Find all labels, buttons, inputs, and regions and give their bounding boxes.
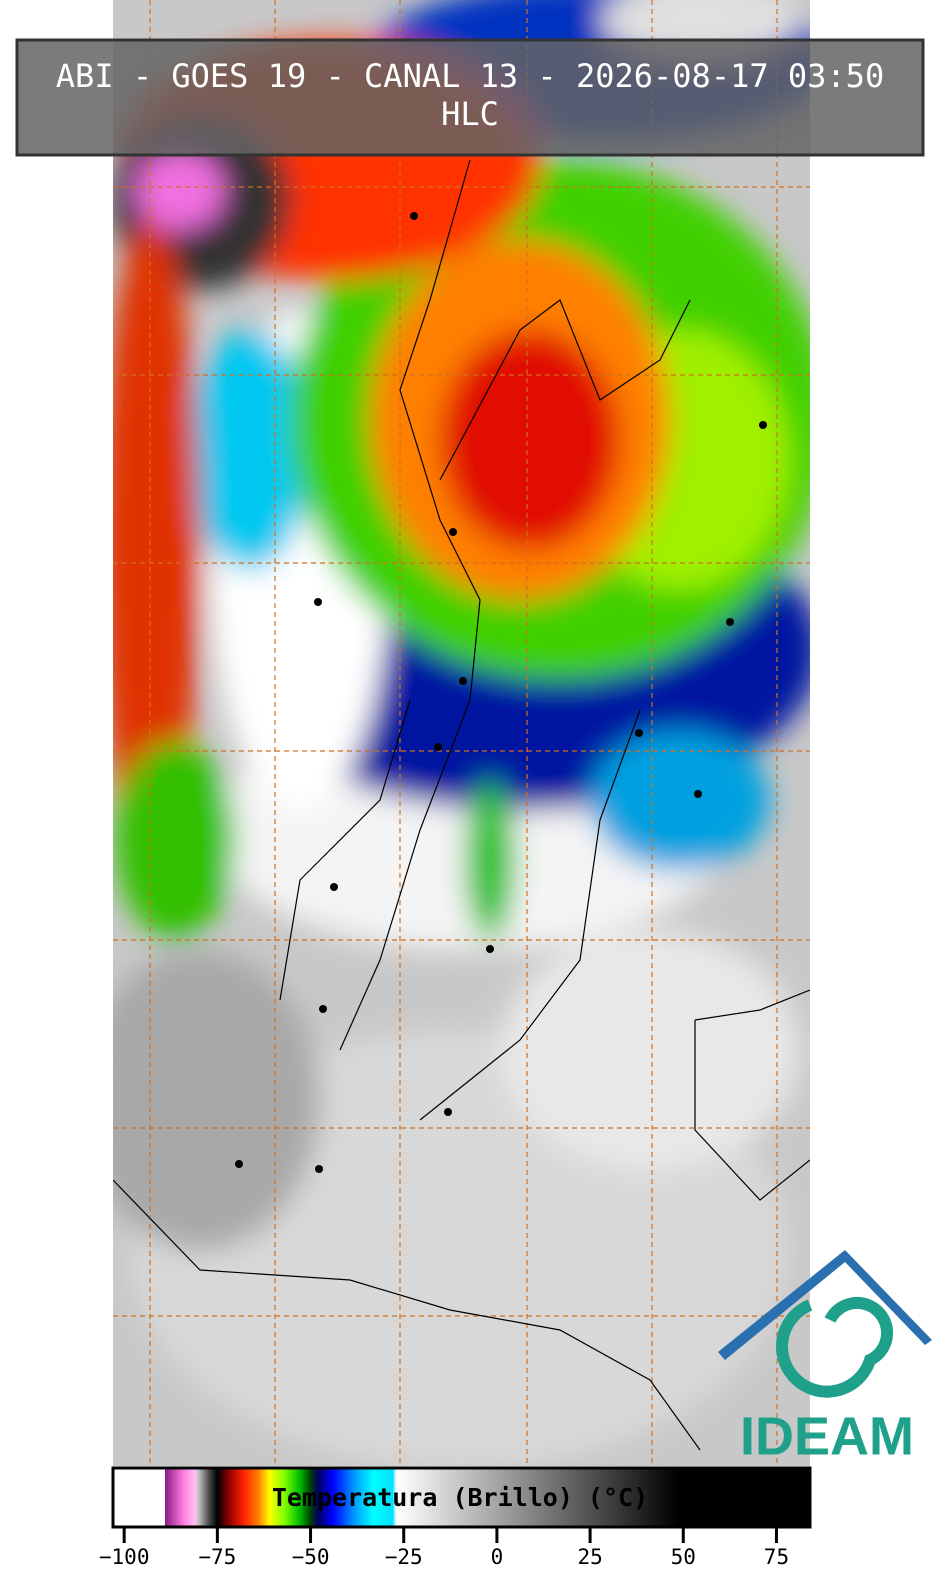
colorbar-gradient xyxy=(111,1466,812,1529)
title-box xyxy=(15,38,925,157)
colorbar-tick-label: −50 xyxy=(292,1545,330,1569)
colorbar-tick-label: 25 xyxy=(577,1545,602,1569)
logo-text: IDEAM xyxy=(740,1406,914,1466)
subtitle: HLC xyxy=(441,95,499,133)
title: ABI - GOES 19 - CANAL 13 - 2026-08-17 03… xyxy=(56,57,884,95)
colorbar-tick-label: −25 xyxy=(385,1545,423,1569)
satellite-image xyxy=(113,0,810,1466)
colorbar-tick-label: 75 xyxy=(764,1545,789,1569)
cities xyxy=(235,212,767,1173)
colorbar: Temperatura (Brillo) (°C) −100 −75 −50 −25 0… xyxy=(99,1466,812,1569)
colorbar-tick-label: −75 xyxy=(198,1545,236,1569)
colorbar-tick-label: 50 xyxy=(671,1545,696,1569)
logo: IDEAM xyxy=(718,1250,932,1466)
colorbar-tick-label: 0 xyxy=(491,1545,504,1569)
colorbar-tick-label: −100 xyxy=(99,1545,150,1569)
borders xyxy=(113,159,810,1451)
colorbar-label: Temperatura (Brillo) (°C) xyxy=(272,1483,648,1512)
